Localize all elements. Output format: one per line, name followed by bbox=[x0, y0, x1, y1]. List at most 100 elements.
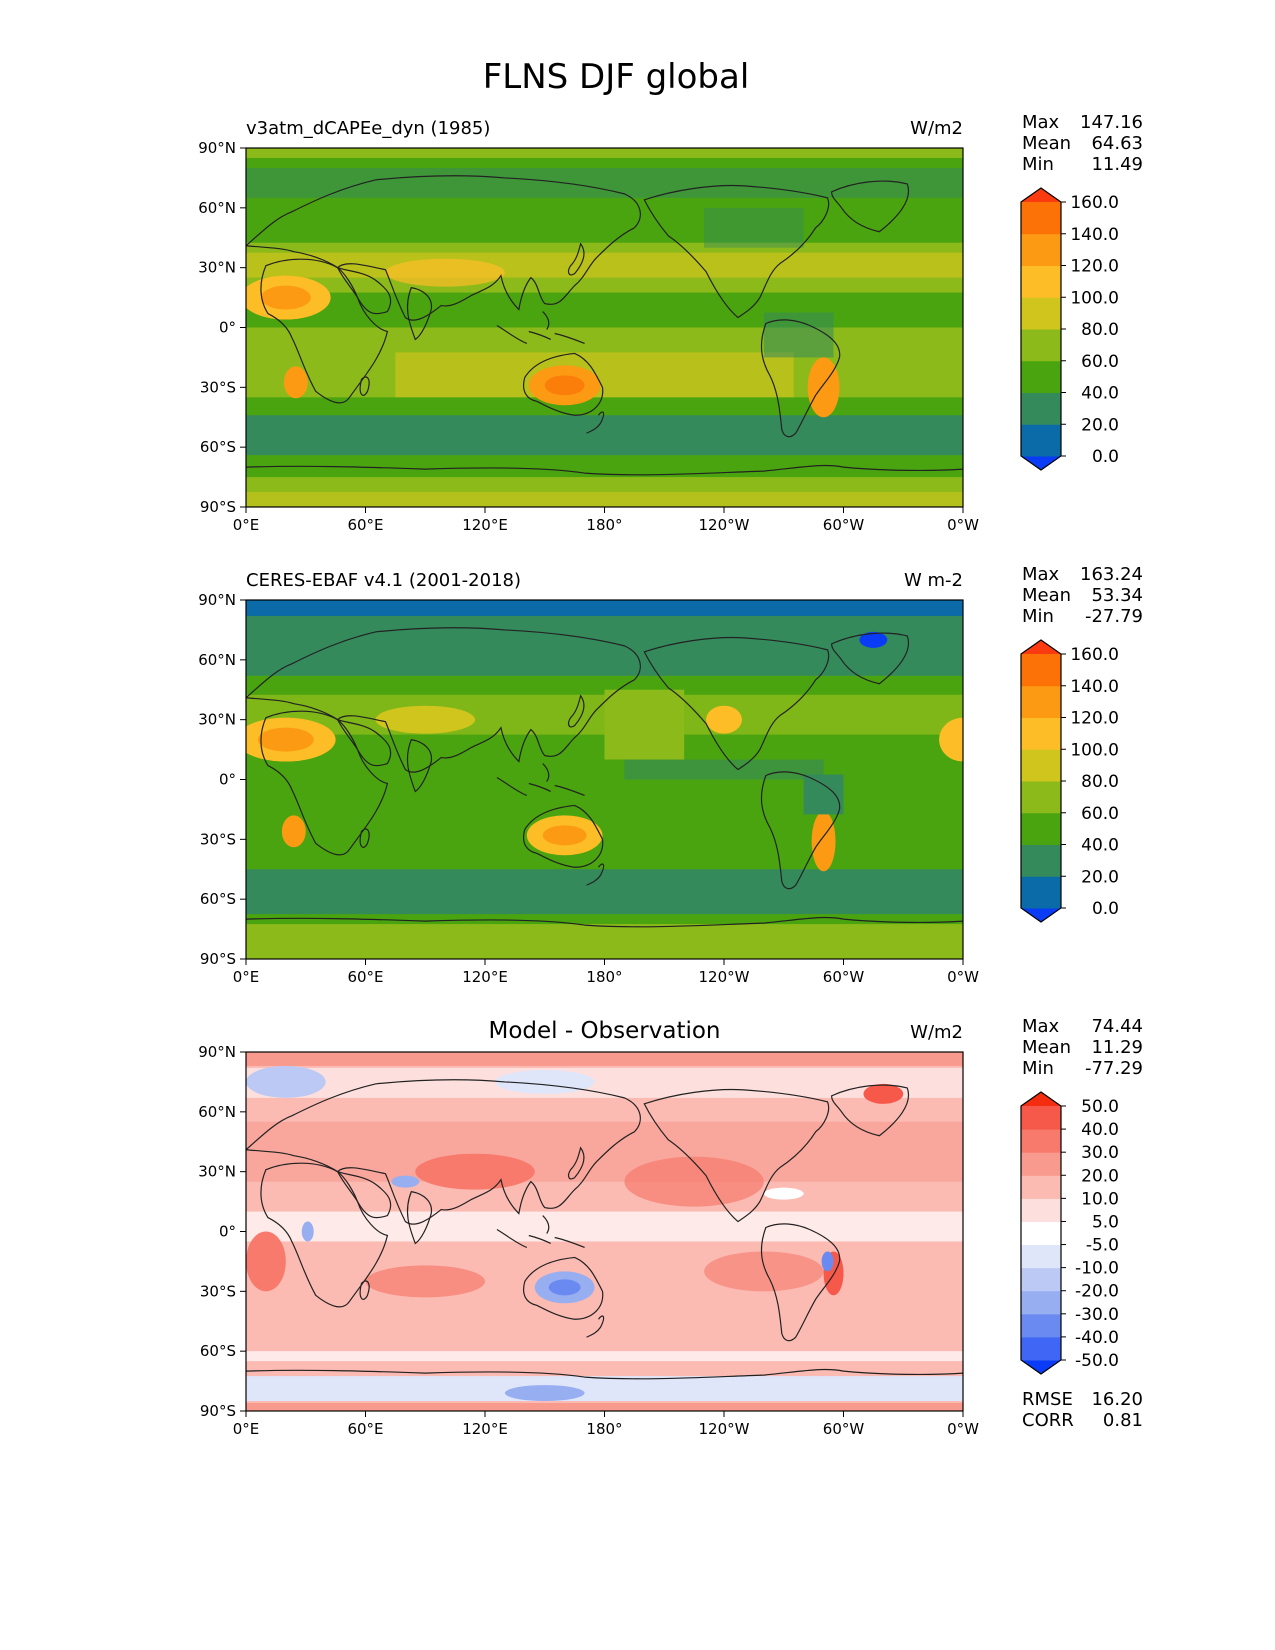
lat-tick-label: 90°N bbox=[198, 139, 236, 157]
colorbar-segment bbox=[1021, 717, 1061, 750]
lat-tick-label: 30°N bbox=[198, 1163, 236, 1181]
lon-tick-label: 60°E bbox=[347, 968, 383, 986]
lon-tick-label: 60°W bbox=[823, 516, 865, 534]
map-panel-2: CERES-EBAF v4.1 (2001-2018) W m-2 90°N 60°N… bbox=[198, 564, 1143, 986]
lat-tick-label: 30°N bbox=[198, 259, 236, 277]
colorbar-segment bbox=[1021, 233, 1061, 266]
lat-tick-label: 60°S bbox=[200, 438, 236, 456]
stat-value: 0.81 bbox=[1103, 1410, 1143, 1431]
colorbar-tick-label: 60.0 bbox=[1081, 352, 1119, 372]
colorbar-tick-label: 30.0 bbox=[1081, 1143, 1119, 1163]
stat-label: Min bbox=[1022, 606, 1054, 627]
colorbar-tick-label: 40.0 bbox=[1081, 836, 1119, 856]
colorbar-segment bbox=[1021, 844, 1061, 877]
colorbar-tick-label: 80.0 bbox=[1081, 772, 1119, 792]
colorbar-segment bbox=[1021, 1313, 1061, 1338]
colorbar-segment bbox=[1021, 360, 1061, 393]
colorbar-tick-label: 40.0 bbox=[1081, 1120, 1119, 1140]
colorbar-segment bbox=[1021, 1175, 1061, 1199]
lon-tick-label: 120°W bbox=[699, 516, 750, 534]
colorbar-tick-label: 0.0 bbox=[1092, 899, 1119, 919]
stat-label: RMSE bbox=[1022, 1389, 1073, 1410]
stat-label: Min bbox=[1022, 154, 1054, 175]
lat-tick-label: 60°N bbox=[198, 1103, 236, 1121]
colorbar-tick-label: -50.0 bbox=[1075, 1351, 1119, 1371]
panel-units: W m-2 bbox=[904, 570, 963, 591]
colorbar-tick-label: 120.0 bbox=[1070, 709, 1119, 729]
stat-value: 163.24 bbox=[1080, 564, 1143, 585]
colorbar-segment bbox=[1021, 876, 1061, 909]
colorbar: 50.0 40.0 30.0 20.0 10.0 5.0 -5.0 -10.0 -20.0 -30… bbox=[1020, 1091, 1119, 1375]
stat-label: Max bbox=[1022, 112, 1060, 133]
colorbar-extend-min bbox=[1021, 456, 1061, 470]
panel-units: W/m2 bbox=[910, 1022, 963, 1043]
lat-tick-label: 90°S bbox=[200, 950, 236, 968]
colorbar-segment bbox=[1021, 1244, 1061, 1269]
colorbar-tick-label: -20.0 bbox=[1075, 1282, 1119, 1302]
lon-tick-label: 0°E bbox=[233, 968, 260, 986]
lat-tick-label: 90°N bbox=[198, 1043, 236, 1061]
colorbar-segment bbox=[1021, 685, 1061, 718]
colorbar-extend-min bbox=[1021, 1360, 1061, 1374]
stat-value: 11.49 bbox=[1091, 154, 1143, 175]
colorbar-tick-label: 100.0 bbox=[1070, 740, 1119, 760]
lat-tick-label: 0° bbox=[219, 771, 236, 789]
colorbar-extend-max bbox=[1021, 1092, 1061, 1106]
stat-value: -27.79 bbox=[1085, 606, 1143, 627]
stat-label: Mean bbox=[1022, 1037, 1071, 1058]
panel-units: W/m2 bbox=[910, 118, 963, 139]
colorbar-segment bbox=[1021, 1106, 1061, 1130]
panel-title: Model - Observation bbox=[488, 1018, 720, 1044]
stat-value: -77.29 bbox=[1085, 1058, 1143, 1079]
stat-value: 11.29 bbox=[1091, 1037, 1143, 1058]
stat-label: Max bbox=[1022, 1016, 1060, 1037]
lon-tick-label: 120°W bbox=[699, 968, 750, 986]
stat-value: 64.63 bbox=[1091, 133, 1143, 154]
colorbar-tick-label: 40.0 bbox=[1081, 384, 1119, 404]
lon-tick-label: 0°W bbox=[947, 516, 979, 534]
stat-value: 147.16 bbox=[1080, 112, 1143, 133]
colorbar-segment bbox=[1021, 392, 1061, 425]
lat-tick-label: 90°S bbox=[200, 1402, 236, 1420]
colorbar-tick-label: 20.0 bbox=[1081, 1166, 1119, 1186]
lon-tick-label: 120°E bbox=[462, 516, 508, 534]
lat-tick-label: 0° bbox=[219, 1223, 236, 1241]
colorbar-segment bbox=[1021, 781, 1061, 814]
map-field bbox=[246, 600, 963, 959]
lon-tick-label: 180° bbox=[586, 968, 622, 986]
lat-tick-label: 60°N bbox=[198, 199, 236, 217]
colorbar-tick-label: 120.0 bbox=[1070, 257, 1119, 277]
colorbar-segment bbox=[1021, 1221, 1061, 1246]
colorbar-segment bbox=[1021, 1152, 1061, 1176]
colorbar-extend-max bbox=[1021, 640, 1061, 654]
lat-tick-label: 30°S bbox=[200, 1282, 236, 1300]
colorbar-tick-label: 5.0 bbox=[1092, 1212, 1119, 1232]
colorbar-segment bbox=[1021, 297, 1061, 330]
colorbar-segment bbox=[1021, 329, 1061, 362]
colorbar-segment bbox=[1021, 202, 1061, 235]
lon-tick-label: 120°E bbox=[462, 1420, 508, 1438]
colorbar-segment bbox=[1021, 265, 1061, 298]
lon-tick-label: 0°W bbox=[947, 968, 979, 986]
stat-value: 53.34 bbox=[1091, 585, 1143, 606]
colorbar-segment bbox=[1021, 1198, 1061, 1222]
lon-tick-label: 120°E bbox=[462, 968, 508, 986]
colorbar-tick-label: 10.0 bbox=[1081, 1189, 1119, 1209]
lon-tick-label: 0°W bbox=[947, 1420, 979, 1438]
colorbar-tick-label: 80.0 bbox=[1081, 320, 1119, 340]
colorbar-segment bbox=[1021, 749, 1061, 782]
figure-title: FLNS DJF global bbox=[483, 57, 750, 97]
colorbar-segment bbox=[1021, 654, 1061, 687]
stat-label: Mean bbox=[1022, 585, 1071, 606]
lat-tick-label: 90°S bbox=[200, 498, 236, 516]
lon-tick-label: 180° bbox=[586, 1420, 622, 1438]
lon-tick-label: 120°W bbox=[699, 1420, 750, 1438]
colorbar-tick-label: -10.0 bbox=[1075, 1259, 1119, 1279]
colorbar-tick-label: -30.0 bbox=[1075, 1305, 1119, 1325]
map-field bbox=[246, 148, 963, 507]
lon-tick-label: 60°E bbox=[347, 516, 383, 534]
colorbar-tick-label: -5.0 bbox=[1086, 1236, 1119, 1256]
map-panel-3: Model - Observation W/m2 90°N 60°N 30°N 0° 30°… bbox=[198, 1016, 1143, 1438]
stat-value: 16.20 bbox=[1091, 1389, 1143, 1410]
